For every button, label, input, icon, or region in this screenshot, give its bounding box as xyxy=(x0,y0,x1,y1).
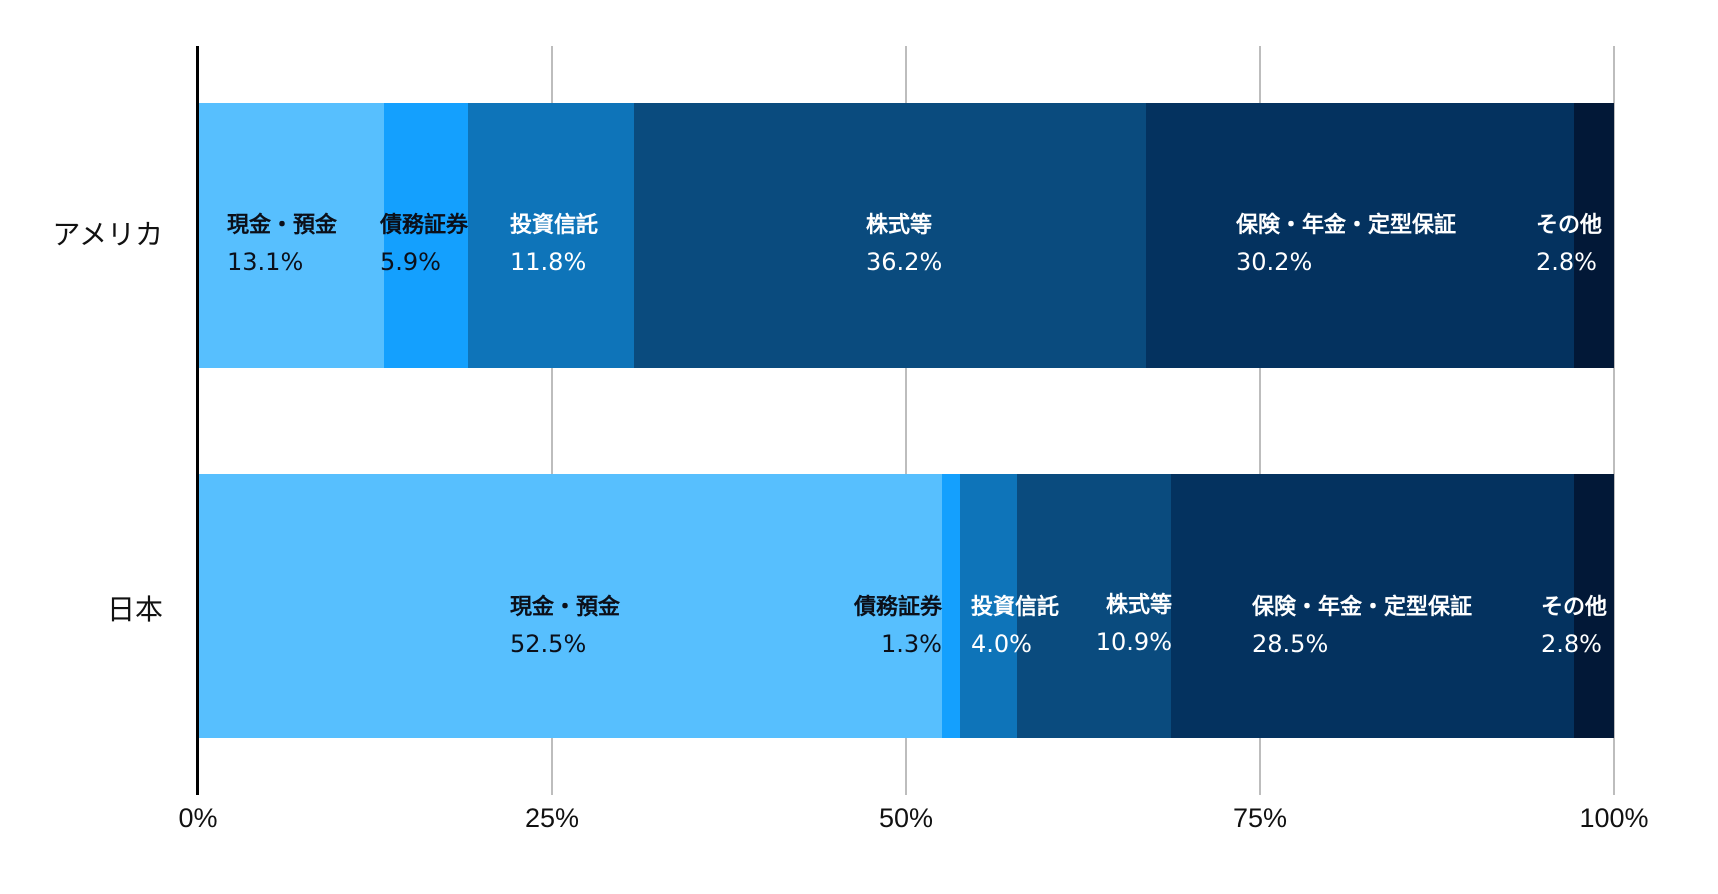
segment-percent: 13.1% xyxy=(227,248,304,276)
category-label-japan: 日本 xyxy=(106,593,163,626)
segment-percent: 4.0% xyxy=(971,630,1032,658)
x-tick-100: 100% xyxy=(1579,803,1649,833)
segment-name: その他 xyxy=(1541,595,1608,620)
gridline-75 xyxy=(1259,46,1261,795)
segment-percent: 30.2% xyxy=(1236,248,1313,276)
segment-label-japan-insurance: 保険・年金・定型保証 28.5% xyxy=(1252,590,1472,662)
gridline-25 xyxy=(551,46,553,795)
segment-percent: 11.8% xyxy=(510,248,587,276)
segment-usa-insurance xyxy=(1146,103,1574,368)
segment-usa-bonds xyxy=(384,103,468,368)
bar-row-japan xyxy=(198,474,1614,738)
bar-row-usa xyxy=(198,103,1614,368)
segment-name: 保険・年金・定型保証 xyxy=(1252,595,1473,620)
segment-name: 現金・預金 xyxy=(510,595,621,620)
segment-percent: 2.8% xyxy=(1536,248,1597,276)
segment-name: 債務証券 xyxy=(853,595,942,620)
segment-name: 債務証券 xyxy=(380,213,469,238)
gridline-100 xyxy=(1613,46,1615,795)
segment-label-japan-funds: 投資信託 4.0% xyxy=(971,590,1059,662)
segment-japan-insurance xyxy=(1171,474,1574,738)
segment-label-japan-bonds: 債務証券 1.3% xyxy=(854,590,942,662)
segment-name: 現金・預金 xyxy=(227,213,338,238)
segment-japan-other xyxy=(1574,474,1614,738)
segment-label-usa-insurance: 保険・年金・定型保証 30.2% xyxy=(1236,208,1456,280)
segment-name: 株式等 xyxy=(1105,593,1172,618)
segment-percent: 52.5% xyxy=(510,630,587,658)
gridline-50 xyxy=(905,46,907,795)
segment-label-japan-other: その他 2.8% xyxy=(1541,590,1607,662)
segment-label-usa-cash: 現金・預金 13.1% xyxy=(227,208,337,280)
segment-name: 投資信託 xyxy=(510,213,599,238)
segment-japan-equities xyxy=(1017,474,1171,738)
segment-percent: 5.9% xyxy=(380,248,441,276)
y-axis-line xyxy=(196,46,199,795)
segment-name: 投資信託 xyxy=(971,595,1060,620)
segment-label-usa-bonds: 債務証券 5.9% xyxy=(380,208,468,280)
segment-percent: 28.5% xyxy=(1252,630,1329,658)
segment-name: 保険・年金・定型保証 xyxy=(1236,213,1457,238)
segment-label-usa-other: その他 2.8% xyxy=(1536,208,1602,280)
segment-percent: 2.8% xyxy=(1541,630,1602,658)
segment-name: その他 xyxy=(1536,213,1603,238)
segment-japan-funds xyxy=(960,474,1017,738)
segment-japan-bonds xyxy=(942,474,960,738)
segment-usa-other xyxy=(1574,103,1614,368)
segment-usa-cash xyxy=(198,103,384,368)
x-tick-25: 25% xyxy=(524,803,580,833)
segment-usa-equities xyxy=(634,103,1146,368)
category-label-usa: アメリカ xyxy=(52,218,163,251)
x-tick-0: 0% xyxy=(178,803,218,833)
segment-label-japan-cash: 現金・預金 52.5% xyxy=(510,590,620,662)
x-tick-50: 50% xyxy=(878,803,934,833)
segment-percent: 36.2% xyxy=(866,248,943,276)
segment-percent: 1.3% xyxy=(881,630,942,658)
segment-usa-funds xyxy=(468,103,634,368)
segment-name: 株式等 xyxy=(866,213,933,238)
x-tick-75: 75% xyxy=(1232,803,1288,833)
segment-label-usa-funds: 投資信託 11.8% xyxy=(510,208,598,280)
segment-percent: 10.9% xyxy=(1095,628,1172,656)
segment-label-japan-equities: 株式等 10.9% xyxy=(1096,588,1172,660)
segment-label-usa-equities: 株式等 36.2% xyxy=(866,208,942,280)
segment-japan-cash xyxy=(198,474,942,738)
